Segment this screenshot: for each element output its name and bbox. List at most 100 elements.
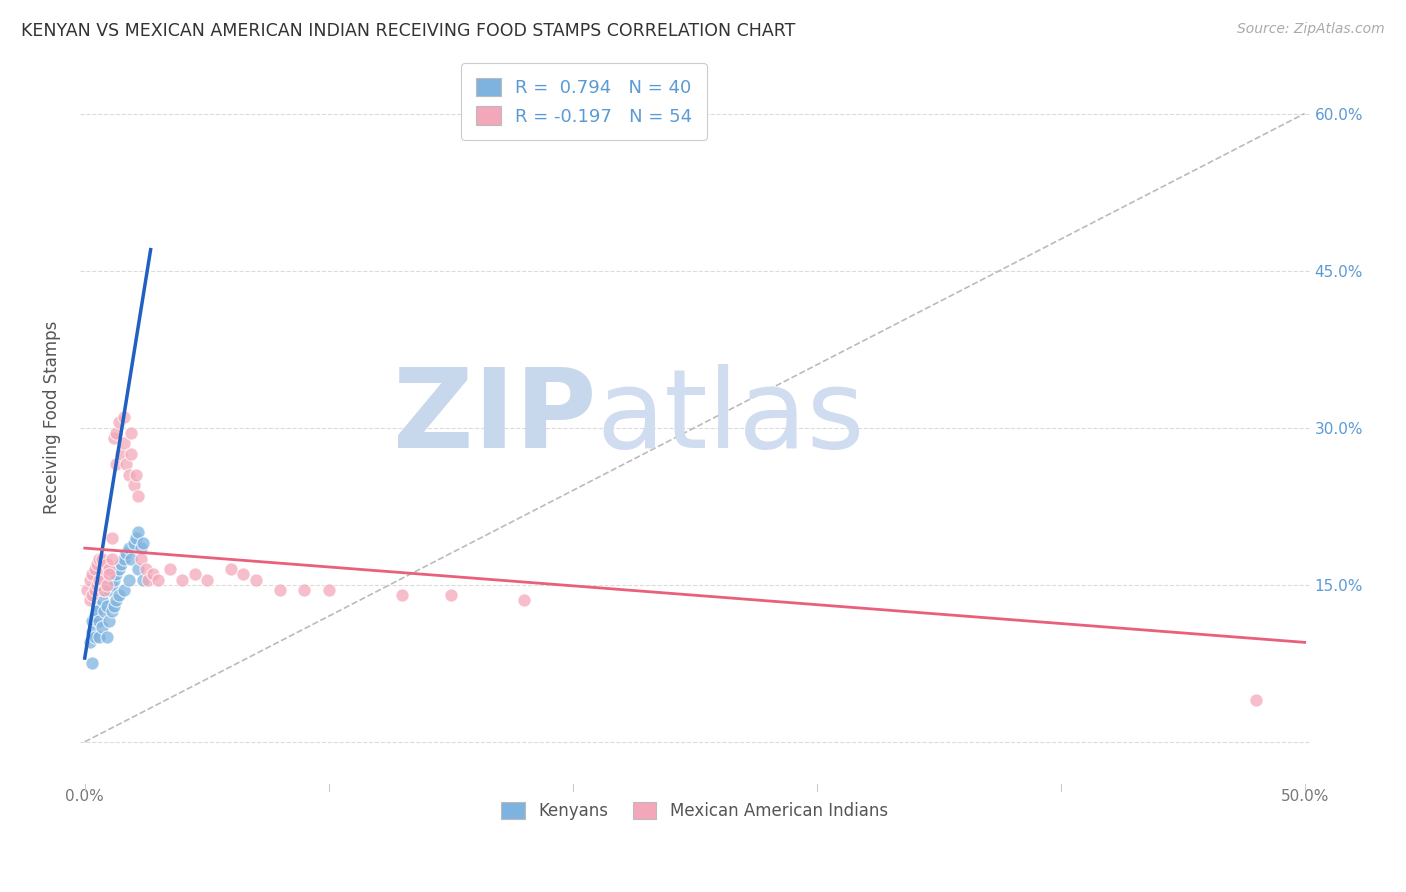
- Point: [76, 582, 98, 597]
- Point: [195, 573, 218, 587]
- Point: [103, 431, 125, 445]
- Point: [269, 582, 291, 597]
- Point: [96, 557, 118, 571]
- Point: [115, 546, 138, 560]
- Point: [440, 588, 463, 602]
- Point: [98, 562, 121, 576]
- Point: [127, 562, 149, 576]
- Point: [129, 551, 152, 566]
- Point: [108, 416, 131, 430]
- Point: [118, 541, 141, 555]
- Point: [89, 573, 111, 587]
- Text: Source: ZipAtlas.com: Source: ZipAtlas.com: [1237, 22, 1385, 37]
- Point: [86, 557, 108, 571]
- Point: [159, 562, 181, 576]
- Point: [90, 551, 112, 566]
- Point: [132, 573, 155, 587]
- Point: [105, 593, 128, 607]
- Point: [98, 615, 121, 629]
- Point: [79, 593, 101, 607]
- Point: [80, 567, 103, 582]
- Legend: Kenyans, Mexican American Indians: Kenyans, Mexican American Indians: [495, 795, 894, 827]
- Point: [219, 562, 242, 576]
- Point: [112, 582, 135, 597]
- Point: [83, 562, 105, 576]
- Point: [96, 599, 118, 613]
- Point: [120, 447, 142, 461]
- Point: [79, 635, 101, 649]
- Point: [98, 567, 121, 582]
- Point: [136, 573, 159, 587]
- Point: [108, 588, 131, 602]
- Point: [120, 551, 142, 566]
- Point: [103, 599, 125, 613]
- Point: [127, 489, 149, 503]
- Point: [96, 630, 118, 644]
- Point: [86, 604, 108, 618]
- Point: [118, 573, 141, 587]
- Point: [83, 630, 105, 644]
- Point: [89, 630, 111, 644]
- Point: [142, 567, 165, 582]
- Point: [245, 573, 267, 587]
- Point: [80, 657, 103, 671]
- Point: [110, 557, 132, 571]
- Point: [135, 562, 157, 576]
- Point: [93, 582, 115, 597]
- Point: [93, 582, 115, 597]
- Point: [89, 615, 111, 629]
- Point: [86, 599, 108, 613]
- Point: [105, 567, 128, 582]
- Point: [105, 458, 128, 472]
- Point: [172, 573, 194, 587]
- Point: [83, 582, 105, 597]
- Point: [108, 562, 131, 576]
- Point: [110, 447, 132, 461]
- Point: [125, 467, 148, 482]
- Point: [146, 573, 169, 587]
- Point: [93, 562, 115, 576]
- Point: [112, 410, 135, 425]
- Point: [98, 582, 121, 597]
- Point: [89, 551, 111, 566]
- Point: [513, 593, 536, 607]
- Point: [120, 425, 142, 440]
- Point: [100, 604, 122, 618]
- Point: [83, 609, 105, 624]
- Point: [80, 615, 103, 629]
- Point: [80, 624, 103, 639]
- Point: [122, 536, 145, 550]
- Point: [232, 567, 254, 582]
- Point: [132, 536, 155, 550]
- Point: [79, 573, 101, 587]
- Text: atlas: atlas: [596, 364, 865, 471]
- Text: KENYAN VS MEXICAN AMERICAN INDIAN RECEIVING FOOD STAMPS CORRELATION CHART: KENYAN VS MEXICAN AMERICAN INDIAN RECEIV…: [21, 22, 796, 40]
- Point: [318, 582, 340, 597]
- Point: [292, 582, 315, 597]
- Point: [80, 588, 103, 602]
- Y-axis label: Receiving Food Stamps: Receiving Food Stamps: [44, 320, 60, 514]
- Point: [122, 478, 145, 492]
- Point: [118, 467, 141, 482]
- Point: [90, 620, 112, 634]
- Point: [125, 531, 148, 545]
- Point: [115, 458, 138, 472]
- Text: ZIP: ZIP: [392, 364, 596, 471]
- Point: [90, 573, 112, 587]
- Point: [93, 604, 115, 618]
- Point: [96, 578, 118, 592]
- Point: [183, 567, 205, 582]
- Point: [112, 436, 135, 450]
- Point: [1244, 693, 1267, 707]
- Point: [127, 525, 149, 540]
- Point: [100, 578, 122, 592]
- Point: [100, 531, 122, 545]
- Point: [129, 541, 152, 555]
- Point: [112, 551, 135, 566]
- Point: [86, 578, 108, 592]
- Point: [103, 573, 125, 587]
- Point: [90, 593, 112, 607]
- Point: [105, 425, 128, 440]
- Point: [391, 588, 413, 602]
- Point: [100, 551, 122, 566]
